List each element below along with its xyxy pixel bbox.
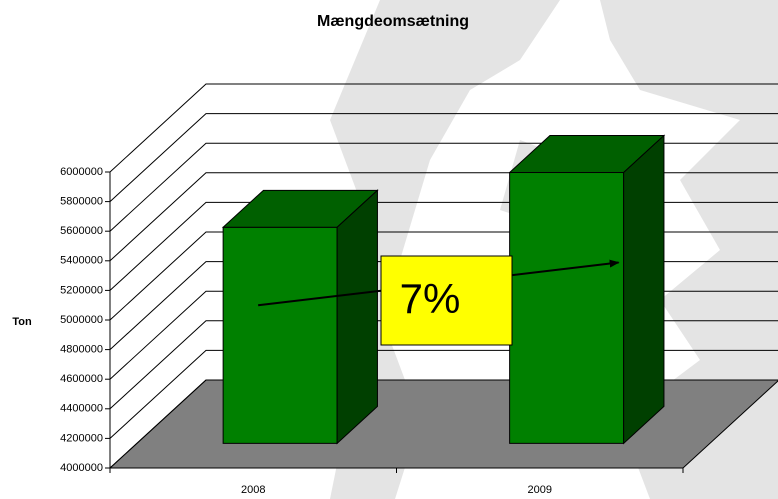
floor bbox=[108, 379, 778, 469]
y-tick-label: 4600000 bbox=[60, 373, 103, 385]
y-tick-label: 4000000 bbox=[60, 462, 103, 474]
y-tick-label: 5400000 bbox=[60, 255, 103, 267]
bar bbox=[221, 189, 379, 445]
y-tick-label: 5200000 bbox=[60, 284, 103, 296]
y-tick-label: 4200000 bbox=[60, 432, 103, 444]
grid-line bbox=[109, 172, 778, 262]
y-tick-label: 4400000 bbox=[60, 403, 103, 415]
grid-line bbox=[109, 142, 778, 232]
chart-title: Mængdeomsætning bbox=[317, 13, 469, 30]
annotation: 7% bbox=[400, 275, 461, 322]
y-axis-label: Ton bbox=[12, 316, 32, 328]
bar-front bbox=[222, 226, 338, 444]
grid-line bbox=[109, 83, 778, 173]
y-tick-label: 6000000 bbox=[60, 166, 103, 178]
bar-side bbox=[623, 134, 665, 445]
y-tick-label: 5000000 bbox=[60, 314, 103, 326]
grid-line bbox=[109, 113, 778, 202]
y-tick-label: 4800000 bbox=[60, 344, 103, 356]
x-tick-label: 2008 bbox=[241, 484, 265, 496]
annotation-box bbox=[380, 255, 513, 346]
x-tick-label: 2009 bbox=[528, 484, 552, 496]
y-tick-label: 5800000 bbox=[60, 196, 103, 208]
y-tick-label: 5600000 bbox=[60, 225, 103, 237]
bar bbox=[508, 134, 666, 445]
bar-side bbox=[336, 189, 378, 445]
bar-front bbox=[509, 172, 625, 444]
